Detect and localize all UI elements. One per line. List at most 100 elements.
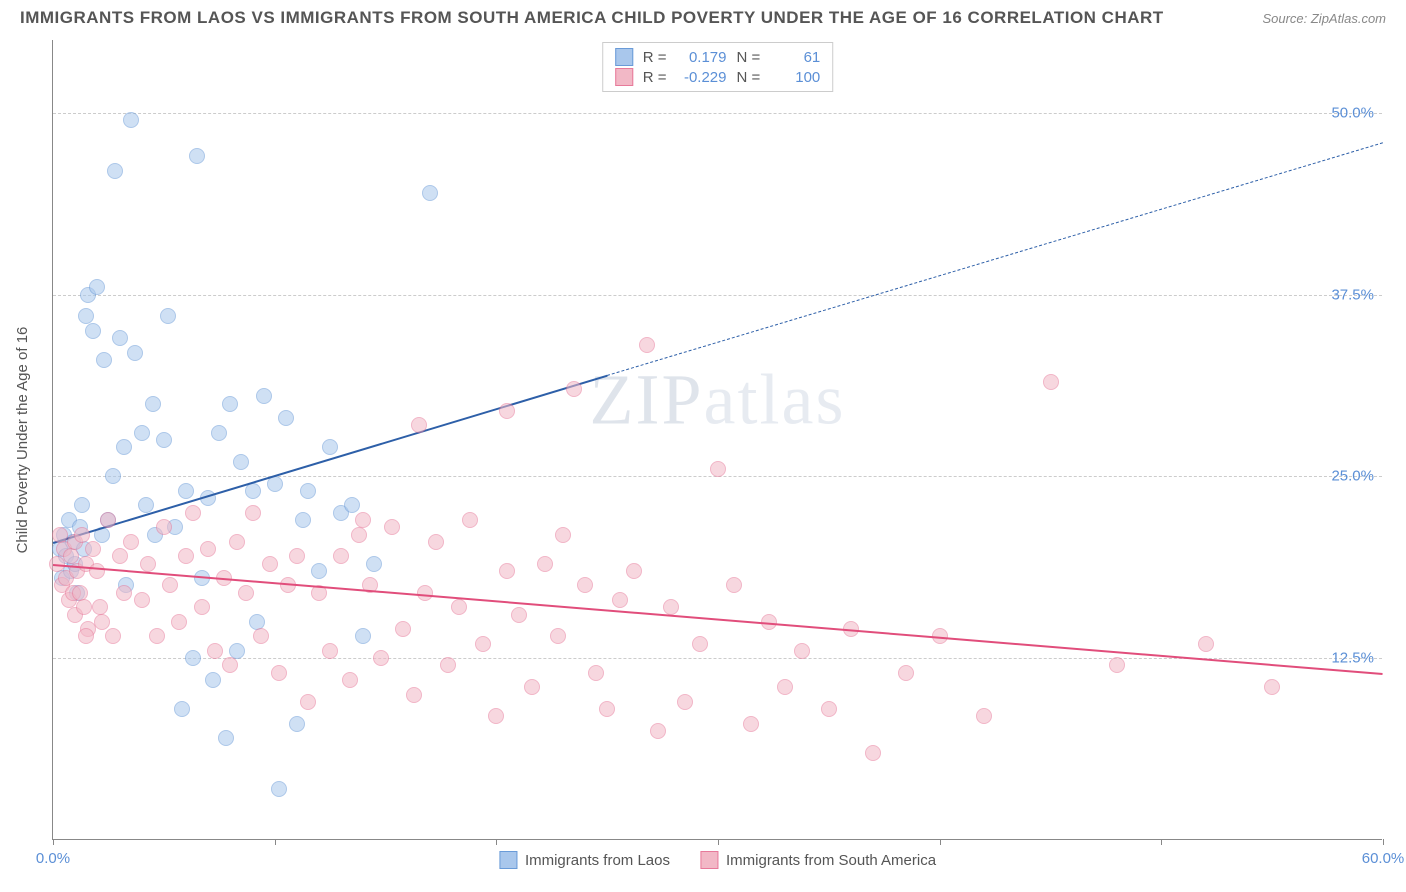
data-point (794, 643, 810, 659)
legend-swatch-laos (499, 851, 517, 869)
data-point (373, 650, 389, 666)
data-point (145, 396, 161, 412)
data-point (1198, 636, 1214, 652)
data-point (710, 461, 726, 477)
source-attribution: Source: ZipAtlas.com (1262, 11, 1386, 26)
x-tick (1161, 839, 1162, 845)
data-point (96, 352, 112, 368)
data-point (140, 556, 156, 572)
data-point (89, 279, 105, 295)
data-point (185, 505, 201, 521)
data-point (384, 519, 400, 535)
data-point (311, 563, 327, 579)
data-point (342, 672, 358, 688)
stats-row-laos: R = 0.179 N = 61 (615, 47, 821, 67)
trend-line (607, 142, 1383, 376)
y-tick-label: 12.5% (1331, 650, 1374, 667)
data-point (524, 679, 540, 695)
correlation-stats-box: R = 0.179 N = 61 R = -0.229 N = 100 (602, 42, 834, 92)
data-point (249, 614, 265, 630)
swatch-south-america (615, 68, 633, 86)
data-point (599, 701, 615, 717)
data-point (222, 657, 238, 673)
legend-swatch-south-america (700, 851, 718, 869)
x-tick (1383, 839, 1384, 845)
scatter-chart: ZIPatlas R = 0.179 N = 61 R = -0.229 N =… (52, 40, 1382, 840)
gridline (53, 113, 1382, 114)
y-tick-label: 37.5% (1331, 286, 1374, 303)
data-point (116, 439, 132, 455)
data-point (726, 577, 742, 593)
legend-item-laos: Immigrants from Laos (499, 851, 670, 869)
x-tick (940, 839, 941, 845)
y-axis-label: Child Poverty Under the Age of 16 (14, 327, 31, 554)
data-point (355, 512, 371, 528)
stats-row-south-america: R = -0.229 N = 100 (615, 67, 821, 87)
data-point (322, 643, 338, 659)
data-point (127, 345, 143, 361)
data-point (333, 548, 349, 564)
legend: Immigrants from Laos Immigrants from Sou… (499, 851, 936, 869)
data-point (134, 592, 150, 608)
data-point (194, 599, 210, 615)
data-point (488, 708, 504, 724)
data-point (663, 599, 679, 615)
data-point (440, 657, 456, 673)
data-point (462, 512, 478, 528)
data-point (112, 330, 128, 346)
gridline (53, 295, 1382, 296)
data-point (1043, 374, 1059, 390)
data-point (123, 534, 139, 550)
data-point (100, 512, 116, 528)
data-point (174, 701, 190, 717)
data-point (229, 643, 245, 659)
data-point (85, 541, 101, 557)
data-point (300, 694, 316, 710)
data-point (92, 599, 108, 615)
data-point (160, 308, 176, 324)
x-tick-label: 0.0% (36, 850, 70, 867)
data-point (222, 396, 238, 412)
data-point (577, 577, 593, 593)
data-point (256, 388, 272, 404)
data-point (1264, 679, 1280, 695)
data-point (677, 694, 693, 710)
data-point (351, 527, 367, 543)
data-point (499, 403, 515, 419)
data-point (451, 599, 467, 615)
data-point (229, 534, 245, 550)
data-point (428, 534, 444, 550)
data-point (74, 527, 90, 543)
data-point (650, 723, 666, 739)
data-point (566, 381, 582, 397)
data-point (178, 548, 194, 564)
data-point (1109, 657, 1125, 673)
trend-line (53, 375, 608, 544)
chart-header: IMMIGRANTS FROM LAOS VS IMMIGRANTS FROM … (0, 0, 1406, 32)
data-point (162, 577, 178, 593)
y-tick-label: 50.0% (1331, 104, 1374, 121)
data-point (205, 672, 221, 688)
data-point (295, 512, 311, 528)
data-point (211, 425, 227, 441)
data-point (207, 643, 223, 659)
data-point (550, 628, 566, 644)
data-point (52, 527, 68, 543)
data-point (639, 337, 655, 353)
data-point (94, 614, 110, 630)
data-point (271, 781, 287, 797)
data-point (626, 563, 642, 579)
data-point (422, 185, 438, 201)
data-point (322, 439, 338, 455)
data-point (499, 563, 515, 579)
data-point (156, 432, 172, 448)
data-point (89, 563, 105, 579)
data-point (78, 628, 94, 644)
data-point (262, 556, 278, 572)
x-tick (275, 839, 276, 845)
data-point (300, 483, 316, 499)
data-point (355, 628, 371, 644)
data-point (105, 628, 121, 644)
data-point (289, 716, 305, 732)
data-point (344, 497, 360, 513)
